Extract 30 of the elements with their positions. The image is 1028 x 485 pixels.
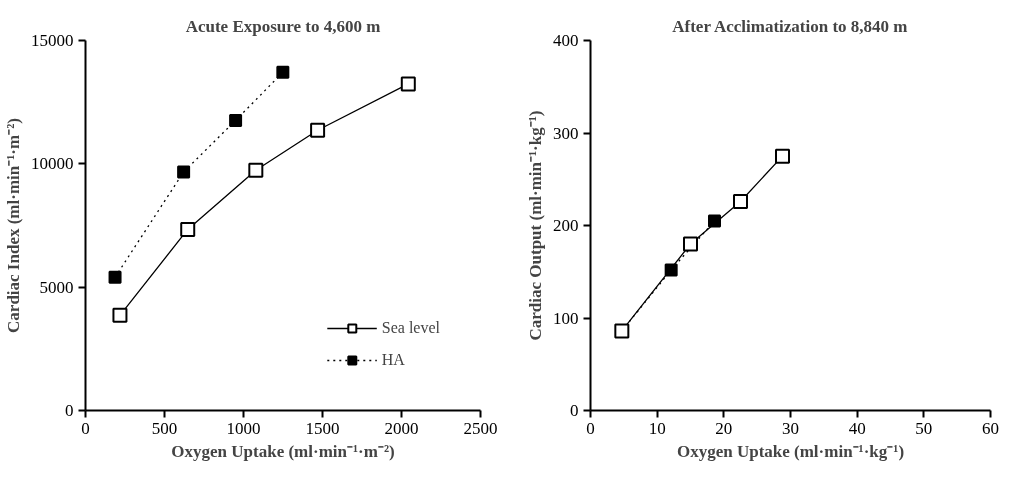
x-tick-label: 0 [81, 418, 90, 438]
legend-label: Sea level [381, 319, 440, 337]
x-axis-title: Oxygen Uptake (ml·min⁻¹·kg⁻¹) [676, 441, 905, 461]
x-tick-label: 20 [715, 418, 733, 438]
chart-title: Acute Exposure to 4,600 m [185, 16, 381, 36]
x-tick-label: 40 [848, 418, 866, 438]
x-tick-label: 0 [586, 418, 595, 438]
y-axis-title: Cardiac Output (ml·min⁻¹·kg⁻¹) [526, 110, 545, 341]
x-tick-label: 60 [982, 418, 999, 438]
x-tick-label: 30 [782, 418, 799, 438]
y-tick-label: 5000 [39, 277, 74, 297]
x-tick-label: 2000 [384, 418, 419, 438]
y-tick-label: 0 [570, 401, 579, 420]
y-tick-label: 10000 [31, 154, 74, 174]
x-axis-title: Oxygen Uptake (ml·min⁻¹·m⁻²) [171, 441, 395, 461]
y-tick-label: 15000 [31, 31, 74, 50]
x-tick-label: 1000 [226, 418, 261, 438]
y-tick-label: 300 [553, 123, 579, 143]
chart-title: After Acclimatization to 8,840 m [672, 16, 908, 36]
y-tick-label: 100 [553, 308, 579, 328]
y-axis-title: Cardiac Index (ml·min⁻¹·m⁻²) [4, 118, 23, 333]
y-tick-label: 0 [65, 401, 74, 420]
y-tick-label: 200 [553, 216, 579, 235]
x-tick-label: 2500 [463, 418, 498, 438]
x-tick-label: 500 [151, 418, 178, 438]
x-tick-label: 1500 [305, 418, 340, 438]
legend-label: HA [381, 351, 405, 369]
y-tick-label: 400 [553, 31, 579, 50]
x-tick-label: 50 [915, 418, 933, 438]
x-tick-label: 10 [648, 418, 666, 438]
